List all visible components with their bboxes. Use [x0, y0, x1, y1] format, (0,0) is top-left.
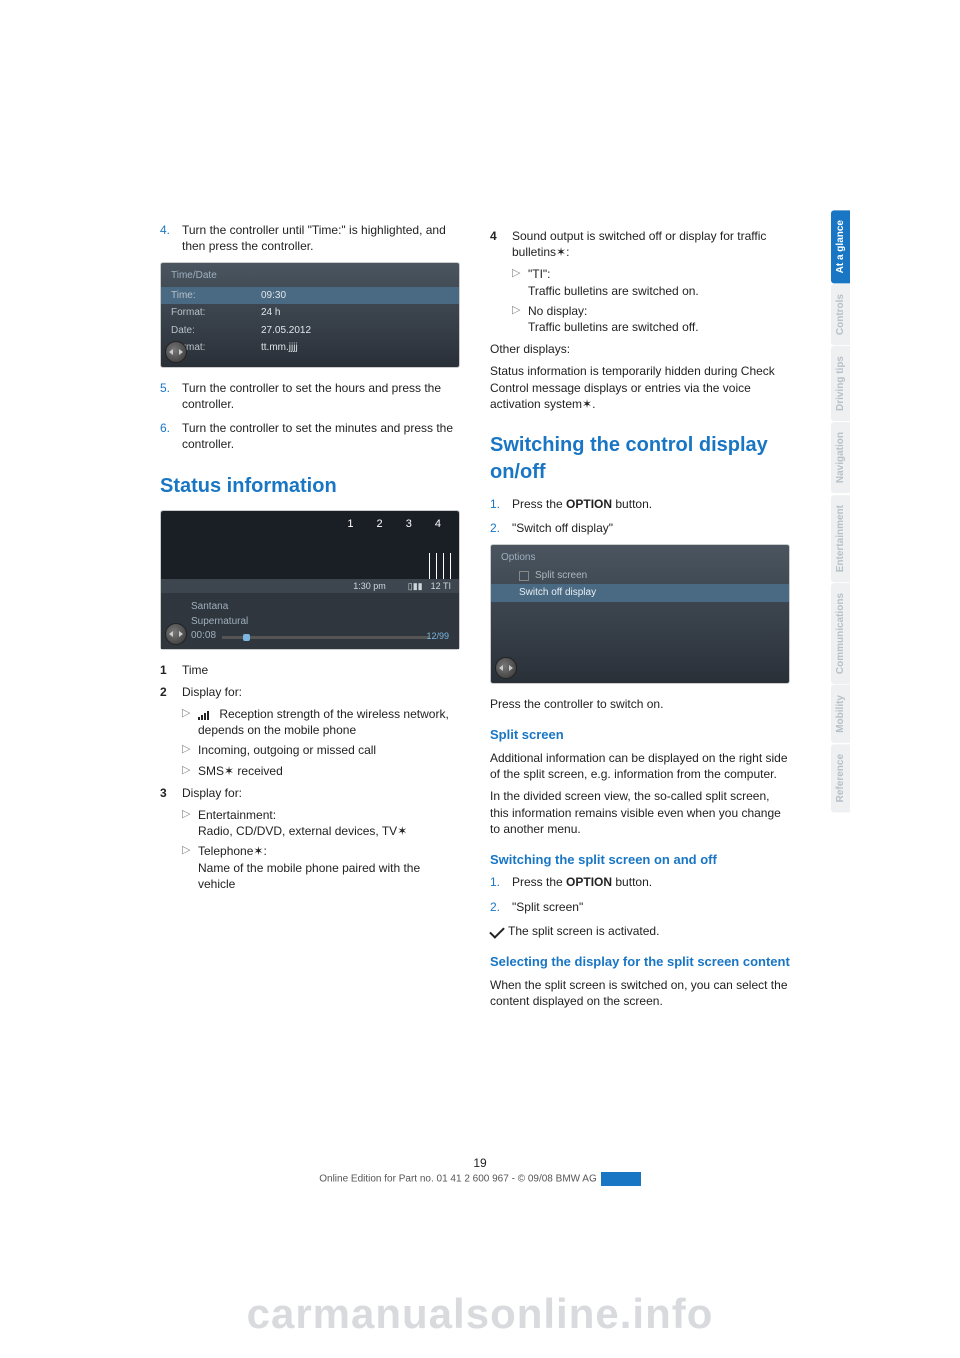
check-icon	[490, 925, 504, 935]
page-number: 19	[160, 1156, 800, 1170]
tab-reference[interactable]: Reference	[831, 744, 850, 812]
press-to-switch-on: Press the controller to switch on.	[490, 696, 790, 712]
right-column: 4 Sound output is switched off or displa…	[490, 222, 790, 1015]
left-column: 4. Turn the controller until "Time:" is …	[160, 222, 460, 896]
page-footer: 19 Online Edition for Part no. 01 41 2 6…	[160, 1156, 800, 1186]
status-icons: 12 TI	[431, 580, 451, 592]
status-time: 1:30 pm	[353, 580, 386, 592]
step-4: 4. Turn the controller until "Time:" is …	[160, 222, 460, 254]
controller-knob-icon	[165, 341, 187, 363]
tab-driving-tips[interactable]: Driving tips	[831, 346, 850, 421]
callout-4: 4 Sound output is switched off or displa…	[490, 228, 790, 260]
step-text: Press the OPTION button.	[512, 496, 790, 512]
signal-icon	[198, 710, 212, 720]
controller-knob-icon	[165, 623, 187, 645]
tab-communications[interactable]: Communications	[831, 583, 850, 684]
controller-knob-icon	[495, 657, 517, 679]
page-content: 4. Turn the controller until "Time:" is …	[160, 222, 800, 1182]
track-time: 00:08	[191, 629, 216, 643]
callout-labels: 1 2 3 4	[347, 517, 451, 532]
step-text: Turn the controller to set the hours and…	[182, 380, 460, 412]
activated-line: The split screen is activated.	[490, 923, 790, 939]
other-displays-text: Status information is temporarily hidden…	[490, 363, 790, 412]
screenshot-time-date: Time/Date Time:09:30 Format:24 h Date:27…	[160, 262, 460, 368]
tab-controls[interactable]: Controls	[831, 284, 850, 345]
tab-entertainment[interactable]: Entertainment	[831, 495, 850, 582]
shot-row: Date:27.05.2012	[171, 322, 449, 340]
heading-switching-display: Switching the control display on/off	[490, 432, 790, 486]
paragraph: Additional information can be displayed …	[490, 750, 790, 782]
callout-2: 2 Display for:	[160, 684, 460, 700]
list-item: ▷No display:Traffic bulletins are switch…	[512, 303, 790, 335]
paragraph: In the divided screen view, the so-calle…	[490, 788, 790, 837]
step-1: 1. Press the OPTION button.	[490, 496, 790, 512]
list-item: ▷Incoming, outgoing or missed call	[182, 742, 460, 758]
step-num: 4.	[160, 222, 182, 254]
shot-title: Time/Date	[171, 269, 449, 283]
step-6: 6. Turn the controller to set the minute…	[160, 420, 460, 452]
step-2: 2. "Switch off display"	[490, 520, 790, 536]
list-item: ▷"TI":Traffic bulletins are switched on.	[512, 266, 790, 298]
track-title: Supernatural	[191, 615, 429, 629]
tab-mobility[interactable]: Mobility	[831, 685, 850, 743]
track-position: 12/99	[426, 630, 449, 642]
step-1b: 1. Press the OPTION button.	[490, 874, 790, 890]
list-item: ▷Entertainment:Radio, CD/DVD, external d…	[182, 807, 460, 839]
step-num: 6.	[160, 420, 182, 452]
step-2b: 2. "Split screen"	[490, 899, 790, 915]
footer-line: Online Edition for Part no. 01 41 2 600 …	[160, 1172, 800, 1186]
callout-3: 3 Display for:	[160, 785, 460, 801]
option-switch-off: Switch off display	[491, 584, 789, 602]
screenshot-status-bar: 1 2 3 4 1:30 pm ▯▮▮ 12 TI Santana Supern…	[160, 510, 460, 650]
subheading-switching-split: Switching the split screen on and off	[490, 851, 790, 869]
paragraph: When the split screen is switched on, yo…	[490, 977, 790, 1009]
track-artist: Santana	[191, 600, 429, 614]
subheading-split-screen: Split screen	[490, 726, 790, 744]
shot-title: Options	[501, 551, 779, 565]
shot-row: Format:24 h	[171, 304, 449, 322]
screenshot-options: Options Split screen Switch off display	[490, 544, 790, 684]
list-item: ▷ Reception strength of the wireless net…	[182, 706, 460, 738]
tab-at-a-glance[interactable]: At a glance	[831, 210, 850, 283]
subheading-selecting-display: Selecting the display for the split scre…	[490, 953, 790, 971]
other-displays-heading: Other displays:	[490, 341, 790, 357]
step-text: Turn the controller to set the minutes a…	[182, 420, 460, 452]
tab-navigation[interactable]: Navigation	[831, 422, 850, 493]
step-5: 5. Turn the controller to set the hours …	[160, 380, 460, 412]
shot-row: Time:09:30	[161, 287, 459, 305]
heading-status-info: Status information	[160, 473, 460, 500]
callout-1: 1 Time	[160, 662, 460, 678]
step-num: 5.	[160, 380, 182, 412]
shot-row: Format:tt.mm.jjjj	[171, 339, 449, 357]
list-item: ▷Telephone✶:Name of the mobile phone pai…	[182, 843, 460, 892]
step-text: Turn the controller until "Time:" is hig…	[182, 222, 460, 254]
side-tabs: At a glance Controls Driving tips Naviga…	[831, 210, 855, 813]
list-item: ▷SMS✶ received	[182, 763, 460, 779]
watermark: carmanualsonline.info	[0, 1290, 960, 1338]
option-split-screen: Split screen	[519, 569, 779, 583]
